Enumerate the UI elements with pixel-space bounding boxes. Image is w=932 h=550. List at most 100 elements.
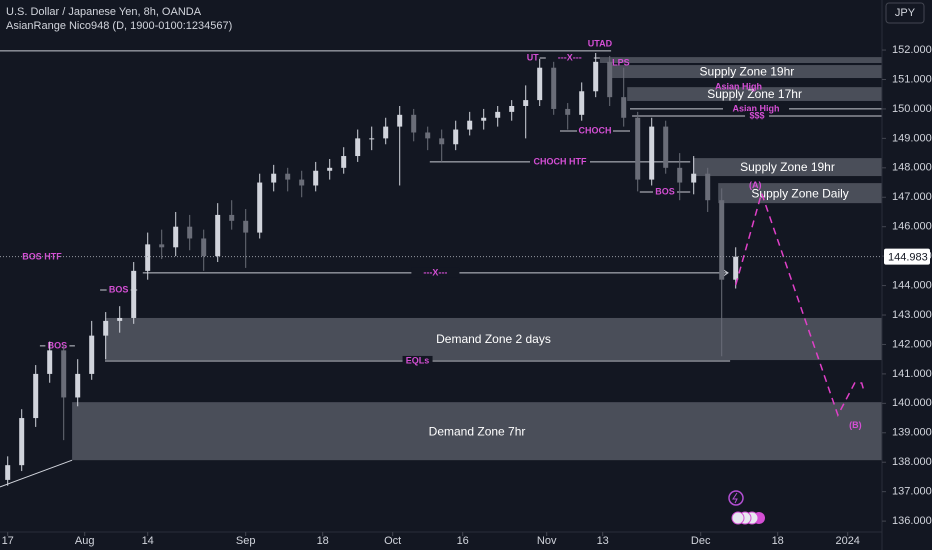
candle-body — [593, 61, 599, 92]
x-tick-label: 18 — [772, 535, 784, 547]
x-tick-label: 17 — [2, 535, 14, 547]
currency-button[interactable] — [885, 2, 925, 24]
event-flag[interactable] — [731, 511, 745, 525]
level-label-bg — [45, 340, 70, 351]
candle-body — [383, 126, 389, 139]
candle-body — [411, 114, 417, 133]
candle-body — [439, 138, 445, 145]
candle-body — [467, 120, 473, 130]
level-label: Asian High — [732, 103, 779, 113]
level-label: EQLs — [406, 355, 430, 365]
candle-body — [271, 173, 277, 183]
candle-body — [159, 244, 165, 248]
y-tick-label: 143.000 — [892, 309, 932, 321]
y-tick-label: 152.000 — [892, 44, 932, 56]
plot-area: Demand Zone 7hr Demand Zone 2 days Supply … — [0, 39, 883, 488]
candle-body — [47, 350, 53, 374]
zone — [72, 402, 883, 461]
y-tick-label: 139.000 — [892, 427, 932, 439]
candle-body — [117, 317, 123, 321]
candle-body — [229, 214, 235, 221]
candle-body — [495, 111, 501, 118]
trendline — [0, 459, 73, 488]
candle-body — [537, 67, 543, 101]
level-label-bg — [723, 103, 789, 114]
candle-body — [187, 226, 193, 239]
level-label: BOS — [109, 284, 129, 294]
candle-body — [299, 179, 305, 186]
x-tick-label: Aug — [75, 535, 95, 547]
y-tick-label: 151.000 — [892, 73, 932, 85]
zone-label: Supply Zone Daily — [751, 186, 848, 200]
candle-body — [173, 226, 179, 248]
candle-body — [579, 91, 585, 115]
zone-label: Supply Zone 19hr — [740, 160, 835, 174]
y-tick-label: 136.000 — [892, 515, 932, 527]
zone-label: Demand Zone 7hr — [429, 424, 526, 438]
candle-body — [551, 67, 557, 109]
level-label: ---X--- — [558, 52, 582, 62]
chart-title: U.S. Dollar / Japanese Yen, 8h, OANDA — [6, 6, 202, 18]
candle-body — [131, 270, 137, 318]
annotation: UT — [527, 52, 539, 62]
annotation: UTAD — [588, 39, 613, 49]
candle-body — [19, 418, 25, 466]
candle-body — [33, 373, 39, 419]
x-tick-label: Oct — [384, 535, 401, 547]
candle-body — [5, 465, 11, 480]
level-label: $$$ — [750, 110, 765, 120]
candle-body — [327, 167, 333, 171]
candle-body — [705, 173, 711, 201]
y-tick-label: 148.000 — [892, 162, 932, 174]
candle-body — [453, 129, 459, 145]
level-label-bg — [653, 186, 677, 197]
x-tick-label: 14 — [142, 535, 154, 547]
candle-body — [103, 320, 109, 336]
y-tick-label: 147.000 — [892, 191, 932, 203]
zone-label: Supply Zone 17hr — [707, 87, 802, 101]
alert-icon[interactable] — [728, 490, 744, 506]
level-label: BOS — [48, 340, 68, 350]
candle-body — [607, 61, 613, 98]
y-tick-label: 138.000 — [892, 456, 932, 468]
candle-body — [285, 173, 291, 180]
y-tick-label: 140.000 — [892, 397, 932, 409]
annotation: LPS — [612, 58, 630, 68]
zone — [693, 158, 882, 177]
candle-body — [313, 170, 319, 186]
annotation: (A) — [749, 180, 762, 190]
candle-body — [215, 214, 221, 257]
x-tick-label: Dec — [691, 535, 711, 547]
candle-body — [369, 138, 375, 140]
level-label-bg — [577, 126, 613, 137]
level-label-bg — [530, 156, 590, 167]
candle-body — [355, 138, 361, 157]
candle-body — [733, 256, 739, 280]
candle-body — [719, 200, 725, 280]
currency-label[interactable]: JPY — [895, 7, 916, 19]
x-tick-label: Nov — [537, 535, 557, 547]
zone — [718, 183, 882, 204]
level-label-bg — [402, 355, 433, 366]
alert-bolt — [732, 492, 738, 504]
candle-body — [201, 238, 207, 257]
last-price-box — [884, 248, 930, 265]
x-tick-label: 13 — [597, 535, 609, 547]
x-tick-label: 16 — [457, 535, 469, 547]
level-label-bg — [411, 267, 460, 278]
candle-body — [243, 220, 249, 233]
annotation: Asian High — [715, 82, 762, 92]
level-label-bg — [545, 52, 594, 63]
candle-body — [565, 108, 571, 115]
zone — [627, 87, 882, 101]
candle-body — [635, 117, 641, 180]
zone-label: Demand Zone 2 days — [436, 332, 551, 346]
candle-body — [481, 117, 487, 121]
y-tick-label: 142.000 — [892, 338, 932, 350]
level-label: CHOCH — [579, 125, 612, 135]
candle-body — [75, 373, 81, 398]
candle-body — [621, 97, 627, 118]
zone — [611, 65, 882, 79]
